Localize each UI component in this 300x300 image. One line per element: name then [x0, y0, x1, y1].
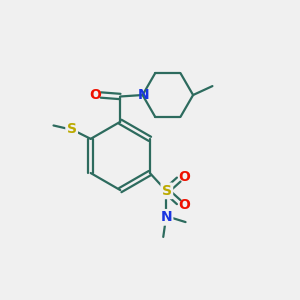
Text: S: S — [162, 184, 172, 198]
Text: N: N — [160, 210, 172, 224]
Text: S: S — [67, 122, 77, 136]
Text: O: O — [178, 197, 190, 212]
Text: O: O — [90, 88, 101, 102]
Text: O: O — [178, 170, 190, 184]
Text: N: N — [138, 88, 149, 102]
